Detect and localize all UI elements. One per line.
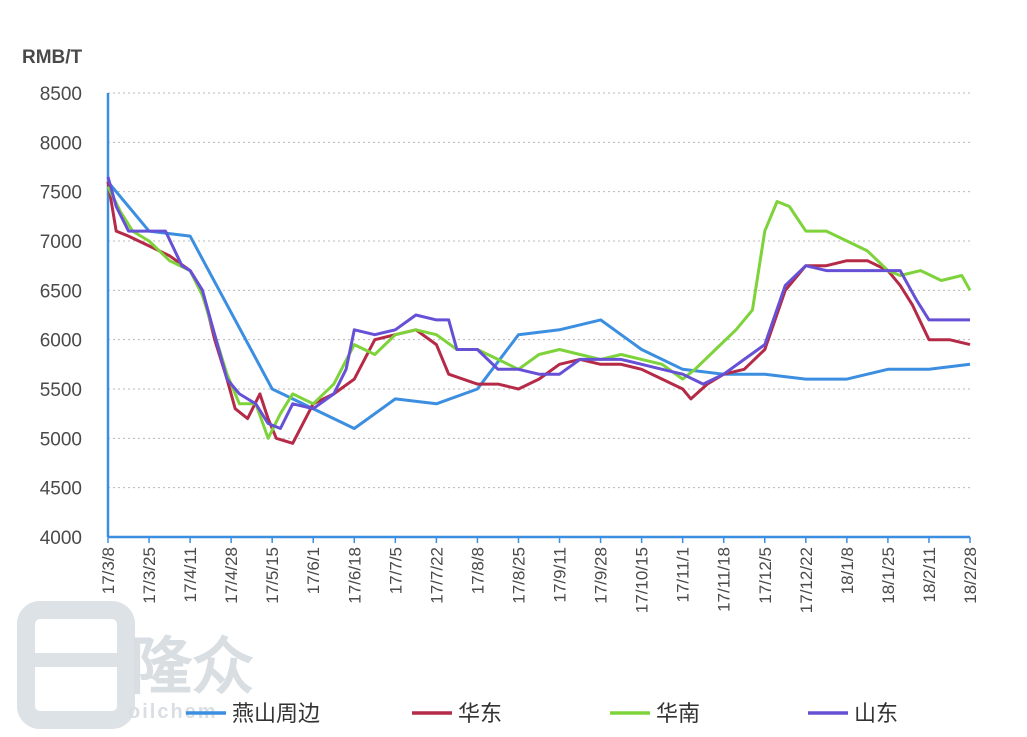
y-tick-label: 4000 [40,528,82,549]
x-tick-label: 17/3/25 [140,547,159,604]
x-tick-label: 17/6/1 [304,547,323,594]
x-tick-label: 17/7/22 [427,547,446,604]
x-tick-label: 17/4/28 [222,547,241,604]
legend-label: 华东 [458,702,502,727]
y-tick-label: 5500 [40,380,82,401]
legend-label: 华南 [656,702,700,727]
x-tick-label: 17/9/28 [592,547,611,604]
y-axis-unit-label: RMB/T [22,47,83,68]
x-tick-label: 17/11/1 [674,547,693,602]
legend-label: 燕山周边 [232,702,320,727]
x-tick-label: 18/2/11 [920,547,939,602]
y-tick-label: 6500 [40,281,82,302]
y-tick-label: 7000 [40,232,82,253]
y-tick-label: 8500 [40,84,82,105]
x-tick-label: 17/7/5 [386,547,405,594]
y-tick-label: 6000 [40,331,82,352]
y-tick-label: 4500 [40,479,82,500]
x-tick-label: 17/8/25 [509,547,528,604]
y-tick-label: 8000 [40,133,82,154]
series-line [106,186,972,440]
x-tick-label: 17/9/11 [551,547,570,602]
y-axis-ticks: 8500 8000 7500 7000 6500 6000 5500 5000 4500 4000 [40,84,82,549]
watermark-title: 隆众 [130,630,254,703]
oilchem-watermark-logo: 隆众 oilchem [17,601,254,729]
y-tick-label: 5000 [40,429,82,450]
series-lines [106,176,972,445]
legend-label: 山东 [854,702,898,727]
x-tick-label: 17/10/15 [633,547,652,613]
axes [106,93,970,539]
series-line [106,176,970,430]
series-line [106,180,971,430]
grid-lines [108,92,970,489]
legend: 燕山周边 华东 华南 山东 [186,702,898,727]
x-tick-label: 17/12/22 [797,547,816,613]
x-tick-label: 17/3/8 [99,547,118,594]
y-tick-label: 7500 [40,183,82,204]
x-tick-label: 17/8/8 [468,547,487,594]
x-tick-label: 18/1/8 [838,547,857,594]
watermark-subtitle: oilchem [128,701,218,723]
series-line [106,181,971,445]
x-tick-label: 17/11/18 [715,547,734,612]
x-tick-label: 18/2/28 [961,547,980,604]
x-tick-label: 17/5/15 [263,547,282,604]
x-tick-label: 17/12/5 [756,547,775,604]
x-tick-label: 18/1/25 [879,547,898,604]
x-tick-label: 17/6/18 [345,547,364,604]
x-tick-label: 17/4/11 [181,547,200,602]
x-axis-ticks: 17/3/8 17/3/25 17/4/11 17/4/28 17/5/15 17/6/1… [99,537,980,613]
